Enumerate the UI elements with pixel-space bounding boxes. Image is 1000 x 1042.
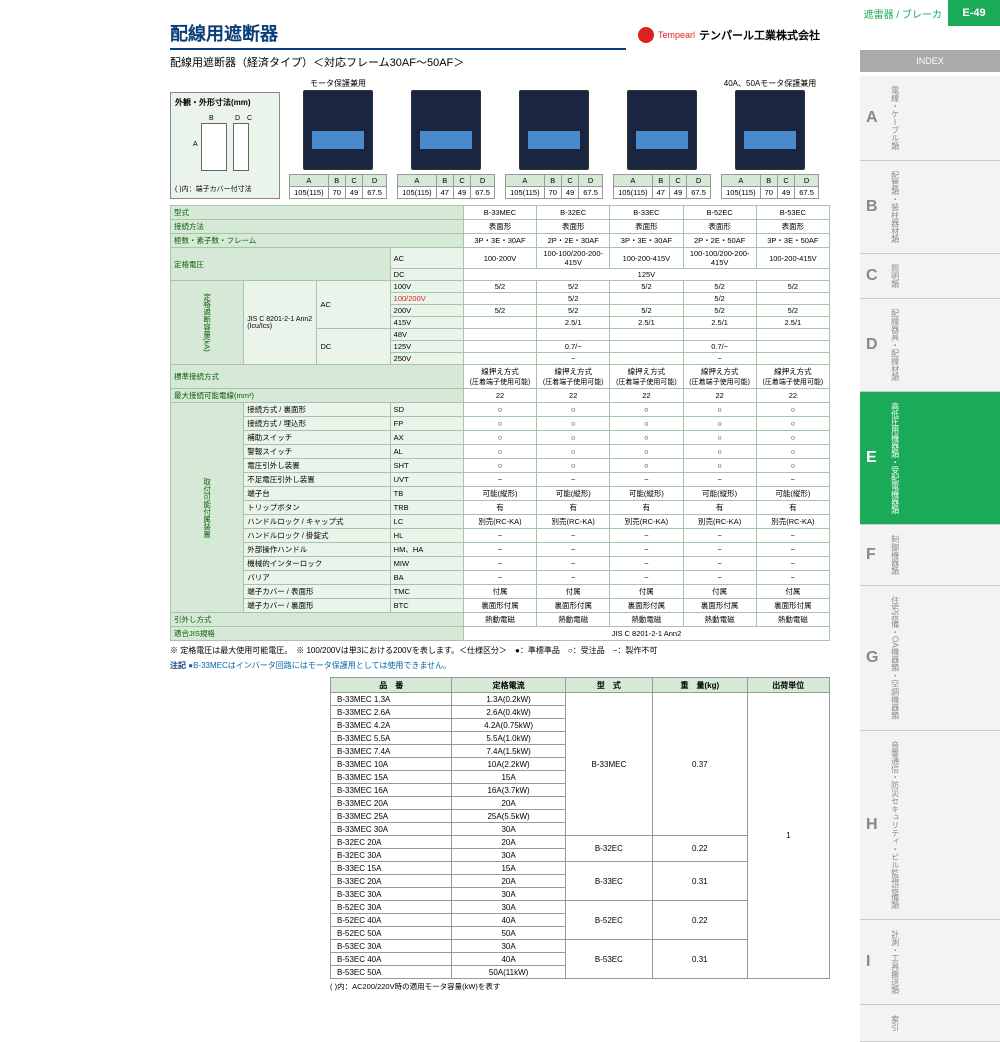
side-index-letter: C [866,267,884,285]
side-index-item[interactable]: I 計測・工具搬送類 [860,920,1000,1005]
subtitle: 配線用遮断器（経済タイプ）＜対応フレーム30AF～50AF＞ [170,54,820,70]
side-index-letter: A [866,109,884,127]
side-index-text: 音響通信・防災セキュリティ・ビル監視設備類 [890,741,900,909]
paren-note: ( )内：AC200/220V時の適用モータ容量(kW)を表す [330,981,820,992]
side-index-item[interactable]: G 住宅設備・OA機器類・空調機器類 [860,586,1000,731]
side-index-item[interactable]: B 配管類・装柱器材類 [860,161,1000,254]
product-dim-table: ABCD 105(115)704967.5 [721,174,819,199]
product-image [627,90,697,170]
product-image [303,90,373,170]
side-index-item[interactable]: H 音響通信・防災セキュリティ・ビル監視設備類 [860,731,1000,920]
side-index-text: 計測・工具搬送類 [890,930,900,994]
side-index-text: 電線・ケーブル類 [890,86,900,150]
product-card: 40A、50Aモータ保護兼用 ABCD 105(115)704967.5 [720,78,820,199]
product-dim-table: ABCD 105(115)474967.5 [613,174,711,199]
side-index-text: 索引 [890,1015,900,1031]
side-index-letter: I [866,953,884,971]
side-index-item[interactable]: C 照明類 [860,254,1000,299]
product-card: モータ保護兼用 ABCD 105(115)704967.5 [288,78,388,199]
side-index-text: 配線器具・配線材類 [890,309,900,381]
product-caption: モータ保護兼用 [288,78,388,88]
side-index-letter: H [866,816,884,834]
side-index-text: 照明類 [890,264,900,288]
product-image [735,90,805,170]
product-dim-table: ABCD 105(115)704967.5 [505,174,603,199]
dim-note: ( )内：端子カバー付寸法 [175,184,275,194]
product-dim-table: ABCD 105(115)474967.5 [397,174,495,199]
side-index-item[interactable]: D 配線器具・配線材類 [860,299,1000,392]
product-image [411,90,481,170]
side-index-item[interactable]: E 高低圧用機器類・受配電機器類 [860,392,1000,525]
product-dim-table: ABCD 105(115)704967.5 [289,174,387,199]
page-title: 配線用遮断器 [170,20,626,50]
side-index-item[interactable]: A 電線・ケーブル類 [860,76,1000,161]
side-index-letter: B [866,198,884,216]
product-image [519,90,589,170]
side-index-text: 住宅設備・OA機器類・空調機器類 [890,596,900,720]
footnote-legend: ※ 定格電圧は最大使用可能電圧。 ※ 100/200Vは単3における200Vを表… [170,645,820,656]
side-index-letter: E [866,449,884,467]
category-label: 遮雷器 / ブレーカ [830,6,948,21]
product-caption [504,78,604,88]
side-index-text: 配管類・装柱器材類 [890,171,900,243]
product-list-table: 品 番定格電流型 式重 量(kg)出荷単位B-33MEC 1.3A1.3A(0.… [330,677,830,979]
brand-en: Tempearl [658,30,695,40]
page-code: E-49 [948,0,1000,26]
product-caption: 40A、50Aモータ保護兼用 [720,78,820,88]
product-caption [396,78,496,88]
product-caption [612,78,712,88]
note-text: ●B-33MECはインバータ回路にはモータ保護用としては使用できません。 [188,661,451,670]
brand: Tempearl テンパール工業株式会社 [638,27,820,43]
side-index-text: 高低圧用機器類・受配電機器類 [890,402,900,514]
spec-table: 型式B-33MECB-32ECB-33ECB-52ECB-53EC接続方法表面形… [170,205,830,641]
side-index: INDEX A 電線・ケーブル類 B 配管類・装柱器材類 C 照明類 D 配線器具・配線材類 E… [860,50,1000,1042]
side-index-letter: F [866,546,884,564]
page-header-tag: 遮雷器 / ブレーカ E-49 [830,0,1000,26]
side-index-text: 制御機器類 [890,535,900,575]
side-index-header: INDEX [860,50,1000,72]
brand-jp: テンパール工業株式会社 [699,27,820,43]
product-card: ABCD 105(115)704967.5 [504,78,604,199]
product-row: 外観・外形寸法(mm) B A D C ( )内：端子カバー付寸法 モータ保護兼… [170,78,820,199]
side-index-letter: G [866,649,884,667]
side-index-letter: D [866,336,884,354]
side-index-item[interactable]: F 制御機器類 [860,525,1000,586]
product-card: ABCD 105(115)474967.5 [612,78,712,199]
side-index-item[interactable]: 索引 [860,1005,1000,1042]
dim-diagram: B A D C [175,112,275,182]
brand-logo-icon [638,27,654,43]
dimension-diagram-box: 外観・外形寸法(mm) B A D C ( )内：端子カバー付寸法 [170,92,280,199]
note-row: 注記 ●B-33MECはインバータ回路にはモータ保護用としては使用できません。 [170,660,820,671]
dim-title: 外観・外形寸法(mm) [175,97,275,108]
product-card: ABCD 105(115)474967.5 [396,78,496,199]
note-label: 注記 [170,661,186,670]
